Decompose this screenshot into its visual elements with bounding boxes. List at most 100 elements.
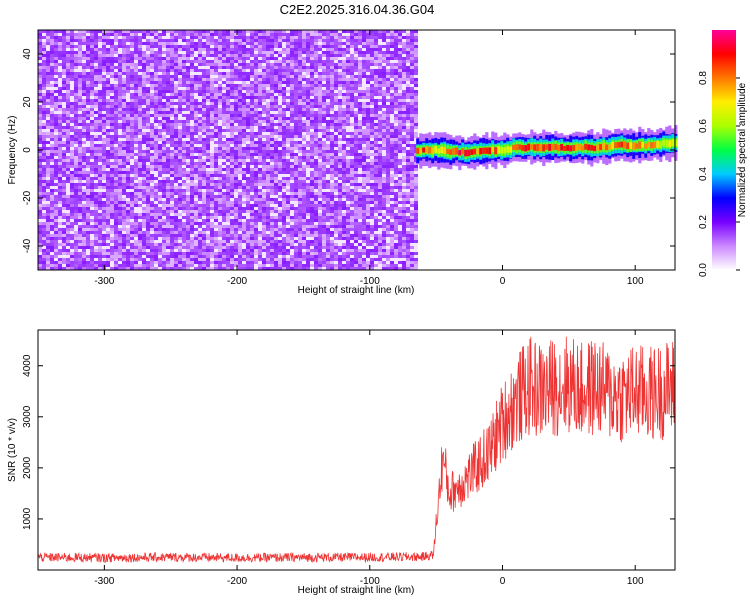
spectrogram-cell <box>110 78 114 81</box>
spectrogram-cell <box>70 207 74 210</box>
spectrogram-cell <box>274 201 278 204</box>
spectrogram-cell <box>38 267 42 270</box>
spectrogram-cell <box>274 51 278 54</box>
spectrogram-cell <box>102 243 106 246</box>
spectrogram-cell <box>102 168 106 171</box>
spectrogram-cell <box>138 60 142 63</box>
spectrogram-cell <box>166 225 170 228</box>
spectrogram-cell <box>202 174 206 177</box>
spectrogram-cell <box>286 90 290 93</box>
spectrogram-cell <box>74 78 78 81</box>
spectrogram-cell <box>66 219 70 222</box>
spectrogram-cell <box>210 105 214 108</box>
spectrogram-cell <box>154 30 158 33</box>
spectrogram-cell <box>158 198 162 201</box>
spectrogram-cell <box>118 174 122 177</box>
spectrogram-cell <box>258 117 262 120</box>
spectrogram-cell <box>66 153 70 156</box>
spectrogram-cell <box>194 210 198 213</box>
spectrogram-cell <box>174 267 178 270</box>
spectrogram-cell <box>174 255 178 258</box>
spectrogram-cell <box>98 123 102 126</box>
spectrogram-cell <box>282 180 286 183</box>
spectrogram-cell <box>46 66 50 69</box>
spectrogram-cell <box>274 75 278 78</box>
spectrogram-cell <box>158 204 162 207</box>
spectrogram-cell <box>202 33 206 36</box>
spectrogram-cell <box>282 237 286 240</box>
spectrogram-cell <box>122 135 126 138</box>
spectrogram-cell <box>46 192 50 195</box>
spectrogram-cell <box>270 57 274 60</box>
spectrogram-cell <box>242 63 246 66</box>
spectrogram-cell <box>202 237 206 240</box>
spectrogram-cell <box>62 213 66 216</box>
spectrogram-cell <box>134 168 138 171</box>
spectrogram-cell <box>278 246 282 249</box>
spectrogram-cell <box>50 42 54 45</box>
spectrogram-cell <box>86 177 90 180</box>
spectrogram-cell <box>186 30 190 33</box>
spectrogram-cell <box>274 156 278 159</box>
spectrogram-cell <box>86 222 90 225</box>
spectrogram-cell <box>270 75 274 78</box>
spectrogram-cell <box>58 267 62 270</box>
spectrogram-cell <box>162 240 166 243</box>
spectrogram-cell <box>114 57 118 60</box>
spectrogram-cell <box>158 129 162 132</box>
spectrogram-cell <box>142 93 146 96</box>
spectrogram-cell <box>254 240 258 243</box>
spectrogram-cell <box>86 72 90 75</box>
spectrogram-cell <box>122 81 126 84</box>
spectrogram-cell <box>234 165 238 168</box>
spectrogram-cell <box>54 129 58 132</box>
spectrogram-cell <box>114 72 118 75</box>
spectrogram-cell <box>226 165 230 168</box>
spectrogram-cell <box>102 108 106 111</box>
spectrogram-cell <box>230 165 234 168</box>
spectrogram-cell <box>178 255 182 258</box>
spectrogram-cell <box>158 171 162 174</box>
spectrogram-cell <box>230 216 234 219</box>
spectrogram-cell <box>110 54 114 57</box>
spectrogram-cell <box>70 261 74 264</box>
spectrogram-cell <box>130 228 134 231</box>
spectrogram-cell <box>86 213 90 216</box>
spectrogram-cell <box>138 42 142 45</box>
spectrogram-cell <box>82 135 86 138</box>
spectrogram-cell <box>74 138 78 141</box>
spectrogram-cell <box>170 84 174 87</box>
spectrogram-cell <box>118 150 122 153</box>
spectrogram-cell <box>158 54 162 57</box>
spectrogram-cell <box>162 81 166 84</box>
spectrogram-cell <box>94 168 98 171</box>
spectrogram-cell <box>222 252 226 255</box>
spectrogram-cell <box>154 126 158 129</box>
spectrogram-cell <box>230 51 234 54</box>
spectrogram-cell <box>222 30 226 33</box>
spectrogram-cell <box>110 30 114 33</box>
spectrogram-cell <box>178 111 182 114</box>
spectrogram-cell <box>110 75 114 78</box>
spectrogram-cell <box>238 126 242 129</box>
spectrogram-cell <box>98 153 102 156</box>
spectrogram-cell <box>90 231 94 234</box>
spectrogram-cell <box>230 141 234 144</box>
spectrogram-cell <box>154 252 158 255</box>
spectrogram-cell <box>230 156 234 159</box>
spectrogram-cell <box>82 78 86 81</box>
spectrogram-cell <box>258 153 262 156</box>
spectrogram-cell <box>58 117 62 120</box>
spectrogram-cell <box>190 60 194 63</box>
spectrogram-cell <box>142 153 146 156</box>
spectrogram-cell <box>54 72 58 75</box>
spectrogram-cell <box>42 195 46 198</box>
spectrogram-cell <box>246 39 250 42</box>
spectrogram-cell <box>254 219 258 222</box>
spectrogram-cell <box>42 84 46 87</box>
spectrogram-cell <box>242 138 246 141</box>
spectrogram-cell <box>178 264 182 267</box>
spectrogram-cell <box>106 87 110 90</box>
spectrogram-cell <box>58 177 62 180</box>
